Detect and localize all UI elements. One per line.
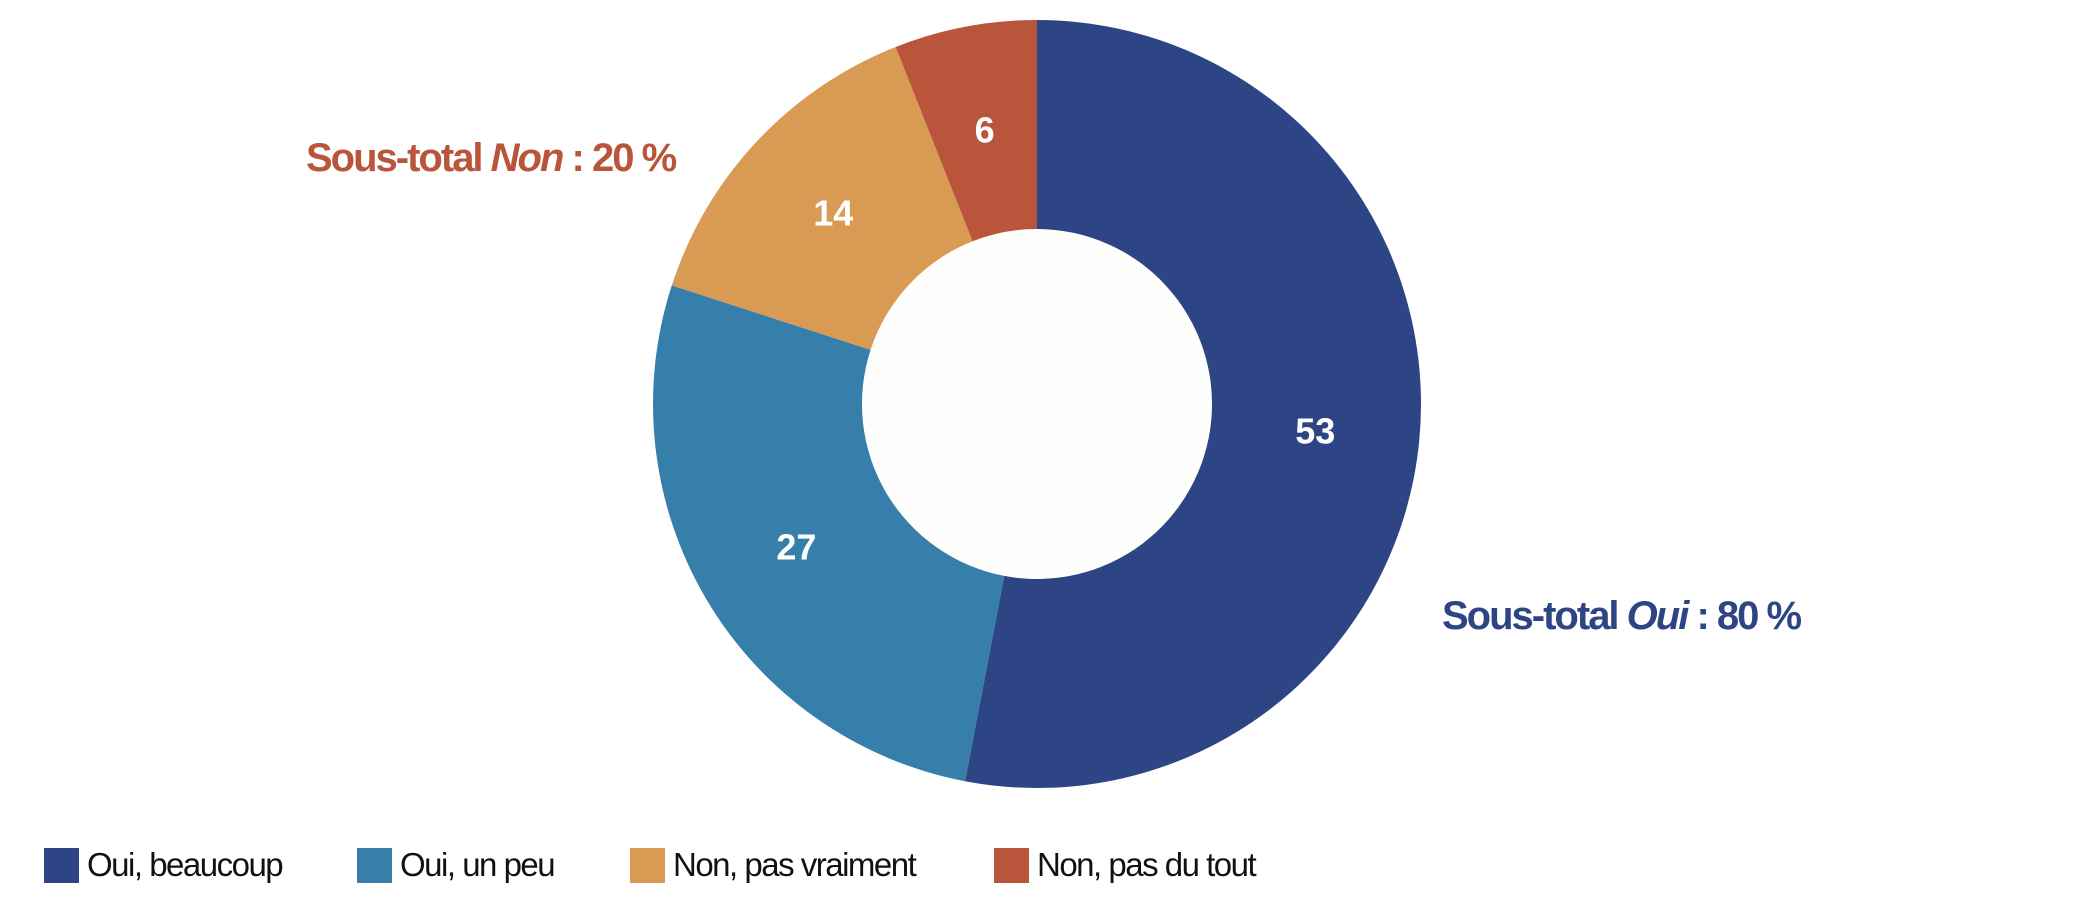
slice-oui-un-peu xyxy=(653,285,1005,782)
subtotal-oui-value: : 80 % xyxy=(1687,594,1802,638)
slice-oui-beaucoup xyxy=(965,20,1421,788)
legend-swatch xyxy=(630,847,665,883)
subtotal-oui-word: Oui xyxy=(1626,594,1690,638)
subtotal-oui-prefix: Sous-total xyxy=(1442,594,1627,638)
legend-label: Non, pas vraiment xyxy=(673,846,917,883)
legend-label: Oui, un peu xyxy=(400,846,556,883)
donut-hole xyxy=(862,229,1212,579)
legend-item-non-pas-vraiment: Non, pas vraiment xyxy=(630,846,917,884)
legend-item-oui-un-peu: Oui, un peu xyxy=(357,846,556,884)
legend-swatch xyxy=(357,847,392,883)
subtotal-oui-annotation: Sous-total Oui : 80 % xyxy=(1442,594,1802,639)
data-label: 53 xyxy=(1295,410,1335,451)
slice-non-pas-vraiment xyxy=(671,46,973,350)
legend-swatch xyxy=(994,847,1029,883)
subtotal-non-annotation: Sous-total Non : 20 % xyxy=(306,136,678,181)
slice-non-pas-du-tout xyxy=(895,20,1037,242)
legend-label: Oui, beaucoup xyxy=(87,846,284,883)
legend-swatch xyxy=(44,847,79,883)
data-label: 27 xyxy=(776,526,816,567)
subtotal-non-value: : 20 % xyxy=(562,136,678,180)
subtotal-non-prefix: Sous-total xyxy=(306,136,491,180)
data-label: 6 xyxy=(975,109,995,150)
legend: Oui, beaucoup Oui, un peu Non, pas vraim… xyxy=(0,846,2098,886)
legend-item-oui-beaucoup: Oui, beaucoup xyxy=(44,846,284,884)
data-label: 14 xyxy=(813,193,853,234)
legend-label: Non, pas du tout xyxy=(1037,846,1257,883)
subtotal-non-word: Non xyxy=(490,136,565,180)
legend-item-non-pas-du-tout: Non, pas du tout xyxy=(994,846,1257,884)
